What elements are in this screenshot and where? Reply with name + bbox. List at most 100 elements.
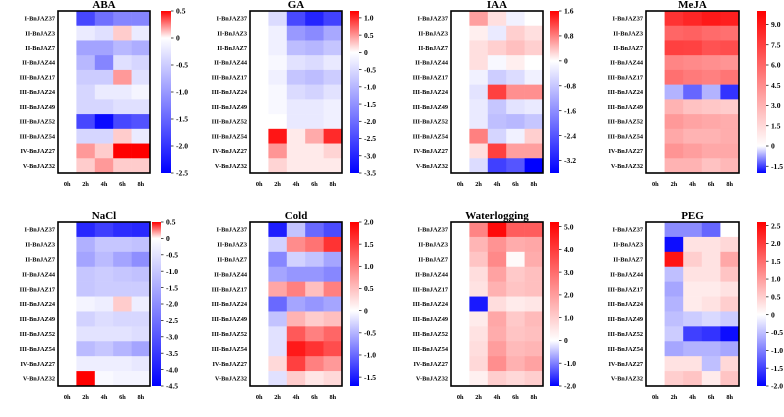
heatmap-cell (646, 40, 665, 56)
panel-title: PEG (681, 210, 704, 222)
colorbar-tick-label: -1.0 (564, 359, 576, 368)
heatmap-cell (451, 266, 470, 282)
heatmap-cell (286, 311, 306, 327)
colorbar-tick-label: -3.5 (166, 349, 178, 358)
heatmap-cell (286, 326, 306, 342)
colorbar-tick-label: 0 (176, 34, 180, 43)
heatmap-cell (646, 341, 665, 357)
heatmap-cell (469, 143, 489, 159)
heatmap-cell (268, 143, 288, 159)
heatmap-cell (94, 99, 114, 115)
heatmap-cell (701, 25, 721, 41)
heatmap-cell (451, 371, 470, 387)
heatmap-cell (131, 281, 151, 297)
heatmap-cell (94, 341, 114, 357)
heatmap-cell (683, 296, 703, 312)
heatmap-cell (646, 356, 665, 372)
heatmap-cell (646, 55, 665, 71)
heatmap-cell (113, 311, 132, 327)
colorbar (757, 222, 766, 386)
heatmap-cell (268, 84, 288, 100)
colorbar-tick-label: -1.5 (771, 364, 783, 373)
heatmap-cell (76, 40, 96, 56)
gene-label: III-BnJAZ24 (20, 89, 56, 96)
heatmap-cell (94, 281, 114, 297)
heatmap-cell (524, 40, 544, 56)
heatmap-cell (664, 114, 684, 130)
colorbar-tick-label: -1.0 (176, 88, 188, 97)
heatmap-cell (524, 236, 544, 253)
heatmap-cell (701, 341, 721, 357)
heatmap-cell (487, 236, 507, 253)
gene-label: II-BnJAZ44 (214, 271, 248, 278)
heatmap-cell (664, 311, 684, 327)
heatmap-cell (701, 311, 721, 327)
colorbar-tick-label: -3.2 (564, 156, 576, 165)
heatmap-cell (113, 69, 132, 85)
heatmap-cell (58, 128, 77, 144)
heatmap-cell (58, 371, 77, 387)
colorbar-tick-label: 0.5 (166, 218, 176, 227)
heatmap-cell (94, 143, 114, 159)
heatmap-cell (506, 341, 525, 357)
gene-label: I-BnJAZ37 (217, 16, 247, 23)
heatmap-cell (268, 128, 288, 144)
gene-label: I-BnJAZ37 (418, 16, 448, 23)
heatmap-cell (469, 114, 489, 130)
heatmap-cell (701, 251, 721, 268)
gene-label: III-BnJAZ49 (20, 316, 55, 323)
heatmap-panel-cold: Cold I-BnJAZ37 II-BnJAZ3 II-BnJAZ7 II-BnJAZ4… (212, 210, 377, 401)
heatmap-cell (524, 158, 544, 174)
time-label: 0h (64, 394, 71, 401)
gene-label: II-BnJAZ3 (25, 30, 55, 37)
heatmap-cell (701, 114, 721, 130)
panel-title: IAA (487, 0, 507, 11)
gene-label: III-BnJAZ52 (20, 119, 55, 126)
heatmap-cell (268, 356, 288, 372)
heatmap-cell (76, 222, 96, 238)
gene-label: III-BnJAZ54 (413, 133, 449, 140)
colorbar-tick-label: 0.5 (364, 284, 374, 293)
colorbar-tick-label: 1.5 (364, 240, 374, 249)
heatmap-cell (94, 236, 114, 253)
gene-label: II-BnJAZ3 (217, 30, 247, 37)
time-label: 2h (274, 394, 281, 401)
heatmap-cell (94, 11, 114, 27)
gene-label: IV-BnJAZ27 (212, 148, 247, 155)
panel-frame (450, 221, 544, 387)
heatmap-cell (131, 311, 151, 327)
heatmap-cell (305, 251, 324, 268)
heatmap-cell (506, 236, 525, 253)
heatmap-cell (720, 311, 740, 327)
heatmap-cell (268, 266, 288, 282)
heatmap-cell (451, 11, 470, 27)
gene-label: II-BnJAZ7 (613, 45, 643, 52)
time-label: 6h (311, 181, 318, 188)
heatmap-cell (469, 266, 489, 282)
heatmap-cell (113, 266, 132, 282)
heatmap-cell (487, 158, 507, 174)
gene-label: II-BnJAZ3 (25, 242, 55, 249)
heatmap-cell (683, 356, 703, 372)
heatmap-cell (323, 69, 343, 85)
time-label: 2h (475, 181, 482, 188)
heatmap-cell (131, 114, 151, 130)
colorbar-tick-label: -1.5 (364, 373, 376, 382)
colorbar (350, 222, 359, 386)
gene-label: II-BnJAZ44 (610, 60, 644, 67)
heatmap-cell (701, 55, 721, 71)
time-label: 6h (708, 394, 715, 401)
gene-label: III-BnJAZ49 (608, 316, 643, 323)
heatmap-cell (286, 356, 306, 372)
heatmap-cell (113, 222, 132, 238)
heatmap-cell (469, 69, 489, 85)
heatmap-cell (664, 281, 684, 297)
heatmap-cell (131, 158, 151, 174)
heatmap-cell (94, 69, 114, 85)
heatmap-cell (701, 371, 721, 387)
heatmap-cell (286, 40, 306, 56)
time-label: 0h (457, 181, 464, 188)
heatmap-cell (286, 55, 306, 71)
heatmap-cell (113, 356, 132, 372)
heatmap-cell (268, 236, 288, 253)
